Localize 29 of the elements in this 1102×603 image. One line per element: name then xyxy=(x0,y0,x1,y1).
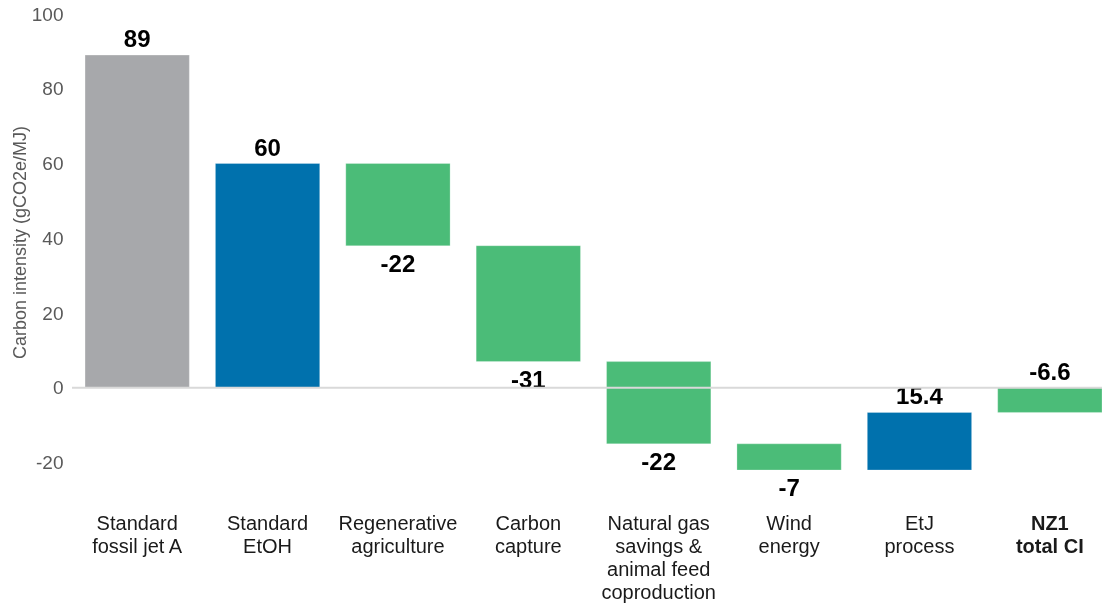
bar xyxy=(606,361,712,445)
bar xyxy=(345,163,451,246)
x-tick-label: Wind energy xyxy=(758,511,820,557)
y-tick-label: 100 xyxy=(31,3,64,25)
data-label: -22 xyxy=(641,447,677,475)
y-tick-label: 60 xyxy=(42,153,64,175)
data-label: 60 xyxy=(254,133,281,161)
y-tick-label: -20 xyxy=(36,452,64,474)
data-label: -7 xyxy=(778,474,800,501)
x-tick-label: Carbon capture xyxy=(494,511,562,557)
data-label: 89 xyxy=(123,25,151,53)
x-tick-label: EtJ process xyxy=(884,511,955,557)
data-label: -6.6 xyxy=(1029,357,1071,385)
bar xyxy=(736,443,842,471)
x-tick-label: Regenerative agriculture xyxy=(338,511,458,557)
y-tick-label: 0 xyxy=(52,377,64,399)
bar xyxy=(475,245,581,362)
y-tick-label: 20 xyxy=(42,302,64,324)
x-tick-label: NZ1 total CI xyxy=(1015,511,1084,557)
x-tick-label: Standard fossil jet A xyxy=(92,511,183,557)
data-label: -22 xyxy=(380,249,416,277)
x-tick-label: Natural gas savings & animal feed coproduction xyxy=(601,511,716,603)
y-axis-title: Carbon intensity (gCO2e/MJ) xyxy=(9,125,30,360)
y-tick-label: 80 xyxy=(42,78,64,100)
bar xyxy=(867,412,972,471)
y-tick-label: 40 xyxy=(42,227,64,249)
x-tick-label: Standard EtOH xyxy=(226,511,309,557)
bar xyxy=(215,163,320,389)
bar xyxy=(84,54,190,389)
